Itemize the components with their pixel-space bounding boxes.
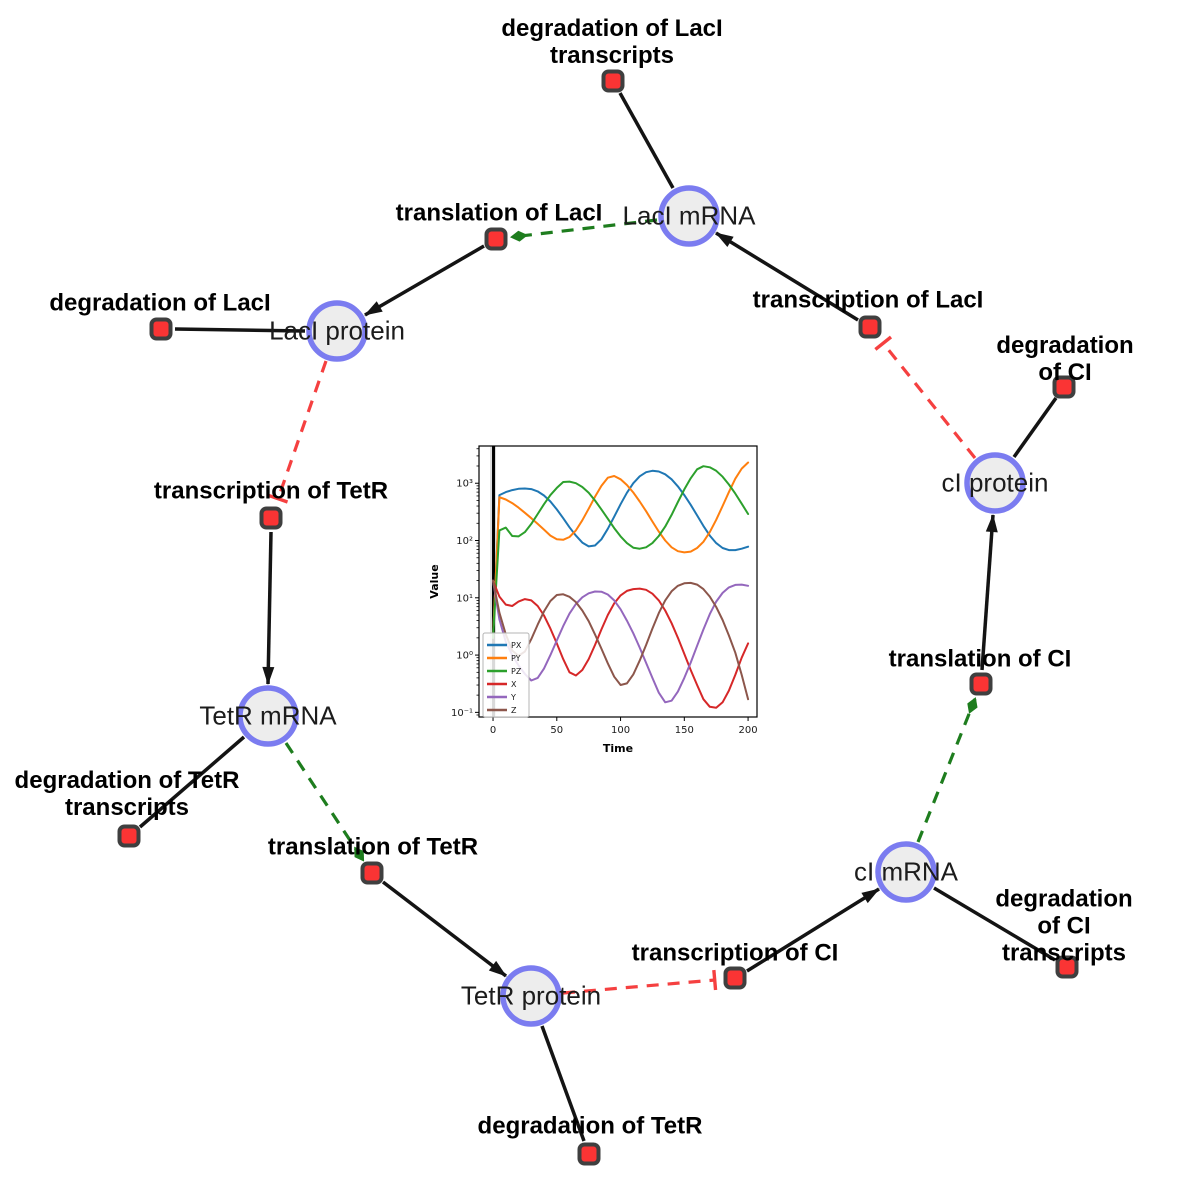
svg-text:10¹: 10¹ xyxy=(456,593,473,604)
svg-text:200: 200 xyxy=(739,725,758,736)
svg-text:PZ: PZ xyxy=(511,667,522,676)
series-PY xyxy=(492,461,750,639)
axes: 0 50 100 150 200 10⁻¹ 10⁰ 10¹ 10² 10³ xyxy=(451,448,758,736)
species-node-laci-protein[interactable] xyxy=(306,300,368,362)
svg-text:10⁻¹: 10⁻¹ xyxy=(451,708,473,719)
reaction-node-degradation-laci-transcripts[interactable] xyxy=(601,69,625,93)
edge-cI-mrna-to-degradation xyxy=(933,886,1056,962)
edge-tetR-protein-to-degradation xyxy=(540,1025,586,1142)
timecourse-chart: 0 50 100 150 200 10⁻¹ 10⁰ 10¹ 10² 10³ Time Value PX P… xyxy=(428,436,770,766)
reaction-node-translation-ci[interactable] xyxy=(969,672,993,696)
y-axis-title: Value xyxy=(430,564,441,598)
edge-lacI-protein-to-degradation xyxy=(174,327,306,333)
reaction-node-degradation-ci-transcripts[interactable] xyxy=(1055,955,1079,979)
reaction-node-translation-laci[interactable] xyxy=(484,227,508,251)
svg-text:150: 150 xyxy=(675,725,694,736)
species-node-laci-mrna[interactable] xyxy=(658,185,720,247)
svg-text:0: 0 xyxy=(490,725,496,736)
series-Z xyxy=(492,579,750,701)
edge-translation-tetR-to-protein xyxy=(381,880,508,978)
plot-frame xyxy=(478,445,758,718)
edge-tetR-mrna-to-degradation xyxy=(138,735,246,829)
svg-text:50: 50 xyxy=(550,725,563,736)
species-node-ci-protein[interactable] xyxy=(964,452,1026,514)
reaction-node-degradation-ci[interactable] xyxy=(1052,375,1076,399)
svg-text:Y: Y xyxy=(510,693,516,702)
reaction-node-transcription-ci[interactable] xyxy=(723,966,747,990)
reaction-node-transcription-tetr[interactable] xyxy=(259,506,283,530)
x-axis-title: Time xyxy=(603,742,633,755)
reaction-node-degradation-tetr-transcripts[interactable] xyxy=(117,824,141,848)
edge-cI-protein-to-degradation xyxy=(1012,396,1058,459)
svg-text:10²: 10² xyxy=(456,536,473,547)
edge-transcription-lacI-to-mrna xyxy=(715,231,859,322)
reaction-node-transcription-laci[interactable] xyxy=(858,315,882,339)
svg-text:X: X xyxy=(511,680,517,689)
series-PZ xyxy=(492,465,750,639)
series-Y xyxy=(492,579,750,704)
species-node-tetr-protein[interactable] xyxy=(500,965,562,1027)
svg-text:10⁰: 10⁰ xyxy=(456,651,473,662)
edge-lacI-protein-inhibits-transcription-tetR xyxy=(268,360,328,504)
reaction-node-degradation-tetr[interactable] xyxy=(577,1142,601,1166)
edge-transcription-cI-to-mrna xyxy=(746,887,880,973)
edge-transcription-tetR-to-mrna xyxy=(262,531,275,685)
svg-text:PX: PX xyxy=(511,641,522,650)
reaction-node-degradation-laci[interactable] xyxy=(149,317,173,341)
species-node-ci-mrna[interactable] xyxy=(875,841,937,903)
edge-cI-protein-inhibits-transcription-lacI xyxy=(874,335,977,459)
svg-text:PY: PY xyxy=(511,654,521,663)
edge-cI-mrna-modifies-translation xyxy=(916,697,978,843)
series-PX xyxy=(492,469,750,639)
svg-text:100: 100 xyxy=(611,725,630,736)
reaction-node-translation-tetr[interactable] xyxy=(360,861,384,885)
timecourse-chart-svg: 0 50 100 150 20010⁻¹10⁰10¹10²10³TimeValuePXP… xyxy=(428,445,758,755)
legend: PX PY PZ XYZ xyxy=(482,632,530,718)
edge-tetR-mrna-modifies-translation xyxy=(284,742,365,862)
edge-translation-cI-to-protein xyxy=(980,514,998,671)
edge-translation-lacI-to-protein xyxy=(364,244,485,317)
svg-text:Z: Z xyxy=(511,706,517,715)
species-node-tetr-mrna[interactable] xyxy=(237,685,299,747)
svg-text:10³: 10³ xyxy=(456,479,473,490)
edge-lacI-mrna-modifies-translation xyxy=(510,218,658,242)
edge-lacI-mrna-to-degradation xyxy=(618,92,675,189)
series-X xyxy=(492,579,750,709)
edge-tetR-protein-inhibits-transcription-cI xyxy=(562,969,718,995)
